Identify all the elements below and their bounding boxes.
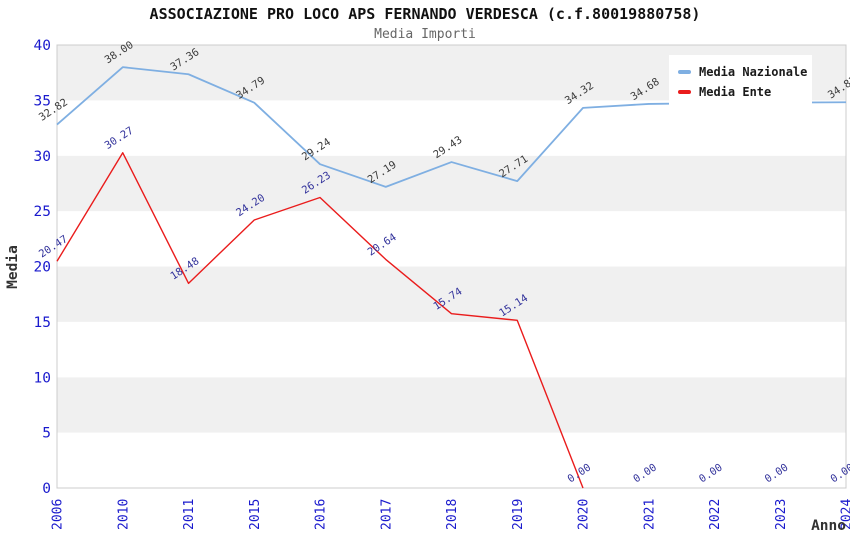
x-tick-label: 2022 [708, 499, 723, 530]
plot-band [57, 377, 846, 433]
legend: Media Nazionale Media Ente [669, 55, 812, 108]
x-tick-label: 2017 [379, 499, 394, 530]
chart-title: ASSOCIAZIONE PRO LOCO APS FERNANDO VERDE… [149, 5, 701, 23]
x-tick-label: 2019 [511, 499, 526, 530]
legend-label: Media Nazionale [699, 65, 808, 79]
legend-label: Media Ente [699, 85, 772, 99]
plot-band [57, 432, 846, 488]
x-tick-label: 2010 [116, 499, 131, 530]
legend-item-media-ente: Media Ente [669, 82, 812, 102]
legend-line-swatch-icon [678, 70, 691, 74]
y-tick-label: 35 [34, 93, 51, 109]
x-tick-label: 2011 [182, 499, 197, 530]
y-tick-label: 0 [42, 481, 51, 497]
legend-item-media-nazionale: Media Nazionale [669, 62, 812, 82]
x-tick-label: 2024 [840, 499, 850, 530]
plot-border [56, 44, 847, 489]
y-axis-title: Media [5, 245, 21, 289]
x-tick-label: 2016 [314, 499, 329, 530]
plot-band [57, 155, 846, 212]
y-tick-label: 15 [34, 315, 51, 331]
y-tick-label: 40 [34, 38, 51, 54]
x-axis-title: Anno [811, 518, 846, 534]
y-tick-label: 10 [34, 370, 51, 386]
plot-band [57, 100, 846, 156]
x-tick-label: 2023 [774, 499, 789, 530]
x-tick-label: 2006 [51, 499, 66, 530]
x-tick-label: 2018 [445, 499, 460, 530]
x-tick-label: 2021 [642, 499, 657, 530]
y-tick-label: 20 [34, 260, 51, 276]
series-line [56, 152, 584, 489]
plot-band [57, 321, 846, 378]
legend-line-swatch-icon [678, 90, 691, 94]
chart-subtitle: Media Importi [374, 27, 476, 42]
plot-band [57, 266, 846, 322]
x-tick-label: 2020 [577, 499, 592, 530]
y-tick-label: 5 [42, 426, 51, 442]
y-tick-label: 25 [34, 204, 51, 220]
x-tick-label: 2015 [248, 499, 263, 530]
plot-band [57, 211, 846, 267]
y-tick-label: 30 [34, 149, 51, 165]
